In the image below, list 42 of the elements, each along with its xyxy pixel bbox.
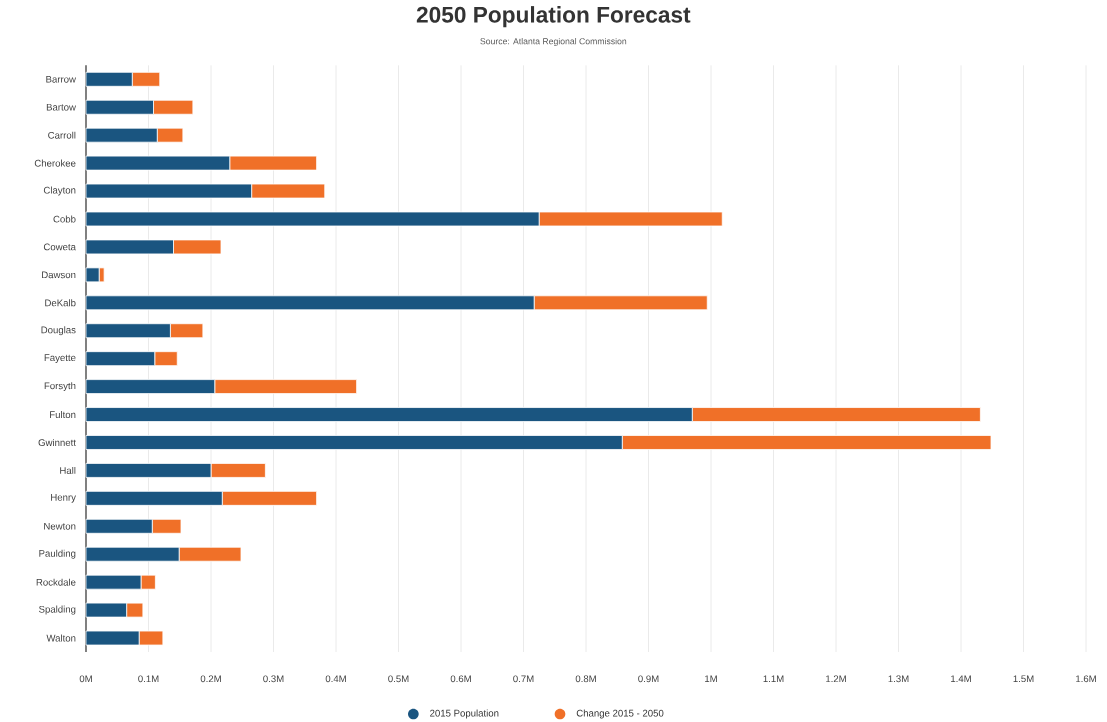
x-tick-label: 1M [705,675,717,682]
chart-title: 2050 Population Forecast [416,6,691,28]
x-tick-label: 1.2M [826,675,846,683]
y-tick-label: Douglas [41,326,76,336]
y-tick-label: Clayton [43,186,76,196]
x-tick-label: 0M [79,675,92,683]
y-tick-label: Carroll [48,131,76,139]
x-tick-label: 0.2M [200,675,221,683]
y-tick-label: Cherokee [34,159,76,167]
legend-label: Change 2015 - 2050 [576,709,664,719]
y-tick-label: Spalding [39,605,76,615]
y-tick-label: Hall [60,466,76,474]
y-tick-label: Fayette [44,354,76,363]
x-tick-label: 1.4M [951,675,971,682]
x-tick-label: 0.4M [325,675,346,683]
y-tick-label: Henry [51,494,76,503]
x-tick-label: 1.6M [1076,675,1096,683]
x-tick-label: 0.9M [638,675,659,683]
y-tick-label: Paulding [39,549,76,559]
y-tick-label: Walton [46,634,76,642]
x-tick-label: 1.1M [763,675,784,682]
y-tick-label: Bartow [46,103,76,111]
y-tick-label: Dawson [42,271,76,279]
y-tick-label: DeKalb [45,299,76,307]
y-tick-label: Cobb [53,215,76,223]
x-tick-label: 0.7M [513,675,534,683]
x-tick-label: 1.5M [1013,675,1034,683]
x-tick-label: 0.3M [263,675,284,683]
x-tick-label: 1.3M [888,675,909,683]
x-tick-label: 0.8M [575,675,596,683]
y-tick-label: Forsyth [44,382,76,392]
y-tick-label: Rockdale [36,578,76,586]
y-tick-label: Barrow [46,75,76,83]
y-tick-label: Fulton [50,411,76,419]
chart-subtitle: Source: Atlanta Regional Commission [480,37,627,47]
x-tick-label: 0.6M [450,675,471,683]
x-tick-label: 0.1M [138,675,159,683]
y-tick-label: Newton [44,522,76,530]
legend-label: 2015 Population [430,709,499,719]
y-tick-label: Coweta [43,243,76,251]
x-tick-label: 0.5M [388,675,409,683]
y-tick-label: Gwinnett [38,438,76,446]
